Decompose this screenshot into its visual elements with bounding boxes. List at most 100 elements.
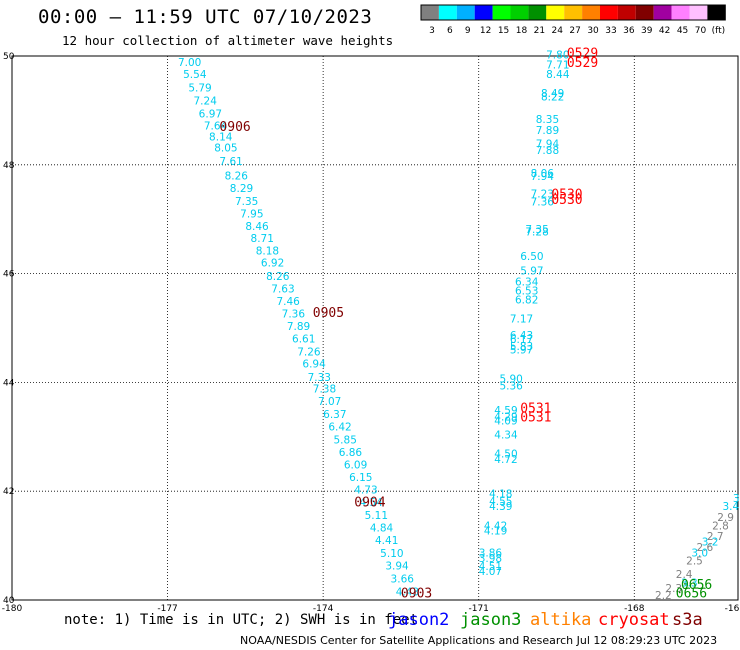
data-point-label: 8.05 <box>214 143 237 155</box>
colorbar-label: 70 <box>695 26 707 36</box>
legend-s3a: s3a <box>672 610 703 630</box>
data-point-label: 2.7 <box>707 531 724 543</box>
data-point-label: 6.94 <box>302 359 326 371</box>
data-point-label: 3.66 <box>391 574 415 586</box>
data-point-label: 6.61 <box>292 334 315 346</box>
colorbar-swatch <box>635 5 654 20</box>
data-point-label: 5.97 <box>510 345 533 357</box>
pass-time-annotation: 0905 <box>313 306 344 321</box>
colorbar-swatch <box>653 5 672 20</box>
x-tick-label: -16 <box>725 604 740 614</box>
data-point-label: 2.5 <box>686 556 703 568</box>
colorbar-swatch <box>689 5 708 20</box>
y-tick-label: 40 <box>3 596 15 606</box>
colorbar-label: 42 <box>659 26 670 36</box>
colorbar-label: 30 <box>587 26 599 36</box>
data-point-label: 4.39 <box>489 501 512 513</box>
data-point-label: 7.28 <box>525 227 548 239</box>
data-point-label: 7.36 <box>531 197 555 209</box>
colorbar: 3 6 9 12 15 18 21 24 27 30 33 36 39 42 45 70 (ft) <box>420 4 726 36</box>
colorbar-swatch <box>546 5 565 20</box>
pass-time-annotation: 0903 <box>401 586 432 601</box>
legend-cryosat: cryosat <box>598 610 670 630</box>
colorbar-label: 21 <box>534 26 545 36</box>
data-point-label: 7.33 <box>308 372 331 384</box>
colorbar-label: 27 <box>569 26 580 36</box>
y-tick-label: 42 <box>3 487 14 497</box>
data-point-label: 7.00 <box>178 57 201 69</box>
chart-subtitle: 12 hour collection of altimeter wave hei… <box>62 33 394 48</box>
y-tick-label: 44 <box>3 378 15 388</box>
data-point-label: 6.09 <box>344 459 367 471</box>
data-point-label: 8.26 <box>225 170 249 182</box>
colorbar-label: 33 <box>605 26 616 36</box>
legend-jason2: jason2 <box>388 610 450 630</box>
data-point-label: 4.54 <box>359 497 383 509</box>
colorbar-swatch <box>528 5 547 20</box>
x-tick-label: -174 <box>313 604 334 614</box>
data-point-label: 6.82 <box>515 295 538 307</box>
y-tick-label: 50 <box>3 52 15 62</box>
data-point-label: 6.43 <box>510 330 533 342</box>
data-point-label: 7.38 <box>313 384 336 396</box>
data-point-label: 4.09 <box>494 415 517 427</box>
data-point-label: 6.15 <box>349 472 372 484</box>
pass-time-annotation: 0530 <box>551 188 582 203</box>
data-point-label: 7.46 <box>276 296 300 308</box>
data-point-label: 5.36 <box>499 380 523 392</box>
data-point-label: 6.53 <box>515 285 538 297</box>
colorbar-swatch <box>600 5 618 20</box>
colorbar-swatch <box>617 5 636 20</box>
colorbar-swatch <box>510 5 529 20</box>
data-point-label: 4.18 <box>489 489 512 501</box>
colorbar-label: 6 <box>447 26 453 36</box>
data-point-label: 6.50 <box>520 251 543 263</box>
data-point-label: 5.79 <box>188 82 211 94</box>
pass-time-annotation: 0531 <box>520 401 551 416</box>
data-point-label: 4.19 <box>484 526 507 538</box>
data-point-label: 3.0 <box>691 547 708 559</box>
y-tick-label: 46 <box>3 270 15 280</box>
colorbar-swatch <box>582 5 600 20</box>
data-point-label: 4.43 <box>396 587 419 599</box>
chart-title: 00:00 – 11:59 UTC 07/10/2023 <box>38 6 373 28</box>
data-point-label: 4.73 <box>354 484 377 496</box>
data-point-label: 4.29 <box>494 411 517 423</box>
data-point-label: 7.89 <box>536 125 559 137</box>
data-point-label: 8.71 <box>251 233 274 245</box>
data-point-label: 7.80 <box>546 50 569 62</box>
data-point-label: 7.95 <box>240 209 263 221</box>
data-point-label: 2.8 <box>712 520 729 532</box>
data-point-label: 4.34 <box>494 429 518 441</box>
data-point-label: 7.35 <box>235 196 258 208</box>
legend-altika: altika <box>530 610 592 630</box>
colorbar-swatch <box>438 5 457 20</box>
data-point-label: 2.3 <box>665 583 682 595</box>
data-point-label: 7.07 <box>318 396 341 408</box>
data-point-label: 7.26 <box>297 347 321 359</box>
data-point-label: 8.06 <box>531 168 555 180</box>
footer-note: note: 1) Time is in UTC; 2) SWH is in fe… <box>64 612 419 628</box>
data-point-label: 4.50 <box>494 448 517 460</box>
data-point-label: 7.71 <box>546 60 569 72</box>
colorbar-swatch <box>707 5 726 20</box>
data-point-label: 7.35 <box>525 224 548 236</box>
data-point-label: 2.4 <box>676 569 693 581</box>
data-point-label: 5.83 <box>510 341 533 353</box>
pass-time-annotation: 0656 <box>681 578 712 593</box>
colorbar-swatch <box>564 5 583 20</box>
data-point-label: 5.10 <box>380 548 403 560</box>
pass-time-annotation: 0904 <box>354 495 385 510</box>
colorbar-label: 18 <box>516 26 528 36</box>
colorbar-swatch <box>492 5 511 20</box>
data-point-label: 7.61 <box>219 156 242 168</box>
data-point-label: 7.64 <box>204 120 228 132</box>
data-point-label: 7.63 <box>271 284 294 296</box>
data-point-label: 4.72 <box>494 454 517 466</box>
colorbar-label: 9 <box>465 26 471 36</box>
data-point-label: 4.41 <box>375 535 398 547</box>
data-point-label: 6.86 <box>339 447 363 459</box>
data-point-label: 8.22 <box>541 92 564 104</box>
